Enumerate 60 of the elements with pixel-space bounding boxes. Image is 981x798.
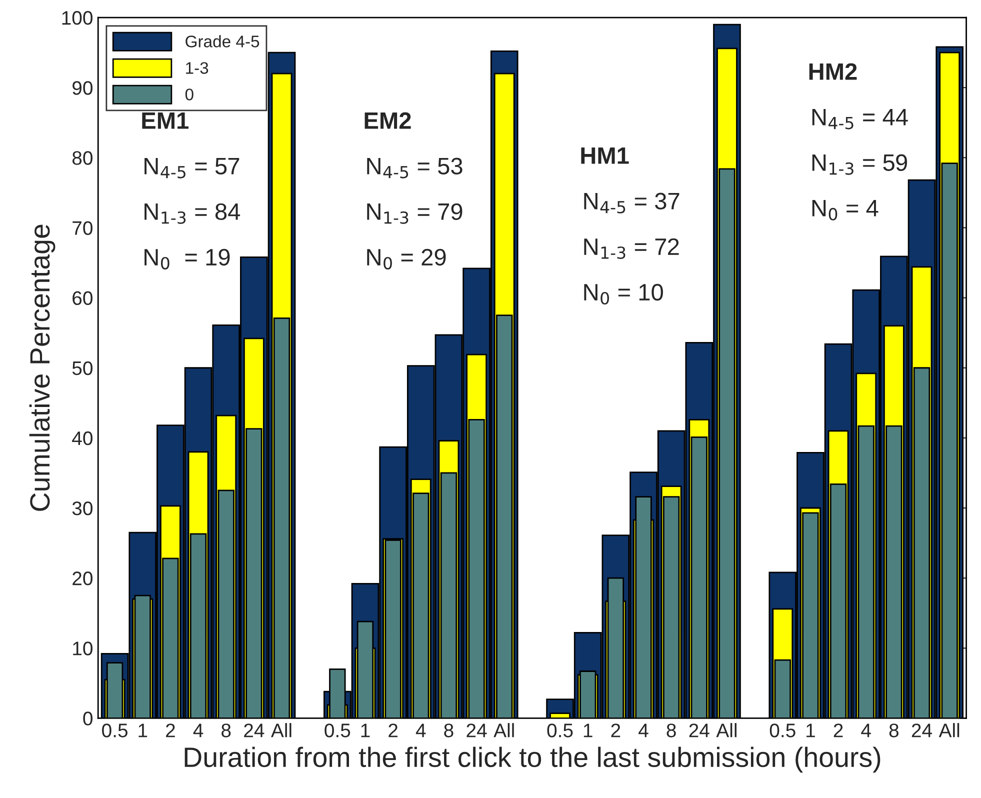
annotation: N$_{4-5}$ = 44 bbox=[812, 108, 908, 130]
x-tick-label: 24 bbox=[912, 724, 932, 738]
x-tick-label: 1 bbox=[806, 724, 815, 738]
legend-label: 1-3 bbox=[186, 62, 208, 74]
y-tick-label: 70 bbox=[72, 221, 92, 235]
x-tick-label: 2 bbox=[611, 724, 620, 738]
y-tick-label: 80 bbox=[72, 151, 92, 165]
annotation: N$_{4-5}$ = 57 bbox=[144, 158, 240, 178]
annotation: HM2 bbox=[809, 63, 857, 80]
x-tick-label: 0.5 bbox=[547, 724, 573, 738]
annotation: N$_{0}$ = 29 bbox=[367, 248, 446, 270]
x-tick-label: 2 bbox=[166, 724, 175, 738]
annotation: N$_{1-3}$ = 59 bbox=[812, 154, 908, 175]
annotation: N$_{4-5}$ = 53 bbox=[367, 158, 462, 178]
legend-label: 0 bbox=[185, 88, 194, 100]
y-tick-label: 50 bbox=[72, 361, 92, 376]
annotation: N$_{1-3}$ = 72 bbox=[584, 238, 679, 259]
y-tick-label: 10 bbox=[73, 642, 92, 656]
annotation: N$_{1-3}$ = 79 bbox=[367, 203, 462, 224]
x-tick-label: All bbox=[494, 723, 514, 738]
x-tick-label: 1 bbox=[361, 724, 370, 738]
x-tick-label: 24 bbox=[244, 724, 264, 738]
legend-label: Grade 4-5 bbox=[186, 35, 260, 48]
x-tick-label: 4 bbox=[193, 724, 204, 738]
x-tick-label: All bbox=[270, 723, 292, 738]
x-tick-label: 24 bbox=[466, 724, 487, 738]
y-tick-label: 60 bbox=[72, 291, 92, 306]
y-tick-label: 30 bbox=[72, 501, 92, 516]
y-tick-label: 90 bbox=[72, 81, 92, 95]
x-tick-label: All bbox=[938, 723, 960, 738]
y-tick-label: 20 bbox=[72, 572, 92, 586]
annotation: N$_{0}$ = 19 bbox=[144, 248, 230, 270]
y-axis-title: Cumulative Percentage bbox=[29, 224, 56, 511]
annotation: N$_{4-5}$ = 37 bbox=[584, 192, 680, 214]
x-tick-label: 8 bbox=[889, 724, 898, 738]
x-tick-label: All bbox=[716, 723, 736, 738]
x-tick-label: 2 bbox=[388, 724, 398, 738]
annotation: HM1 bbox=[581, 148, 629, 164]
annotation: EM2 bbox=[364, 112, 411, 129]
annotation: N$_{1-3}$ = 84 bbox=[144, 203, 240, 224]
y-tick-label: 0 bbox=[83, 712, 92, 726]
annotation: N$_{0}$ = 10 bbox=[584, 284, 663, 304]
y-tick-label: 40 bbox=[72, 431, 92, 446]
annotation: N$_{0}$ = 4 bbox=[812, 200, 878, 220]
x-tick-label: 2 bbox=[834, 724, 843, 738]
x-tick-label: 8 bbox=[222, 724, 231, 738]
x-tick-label: 4 bbox=[416, 724, 426, 738]
x-tick-label: 1 bbox=[584, 724, 592, 738]
x-tick-label: 24 bbox=[689, 724, 710, 738]
x-tick-label: 8 bbox=[444, 724, 454, 738]
x-tick-label: 0.5 bbox=[324, 724, 350, 738]
x-tick-label: 8 bbox=[666, 724, 676, 738]
y-tick-label: 100 bbox=[62, 11, 92, 25]
annotation: EM1 bbox=[142, 112, 188, 129]
x-tick-label: 4 bbox=[861, 724, 871, 738]
x-tick-label: 1 bbox=[138, 724, 148, 738]
x-tick-label: 4 bbox=[638, 724, 648, 738]
x-tick-label: 0.5 bbox=[770, 724, 796, 738]
x-axis-title: Duration from the first click to the last submission (hours) bbox=[184, 746, 880, 773]
x-tick-label: 0.5 bbox=[102, 724, 128, 738]
